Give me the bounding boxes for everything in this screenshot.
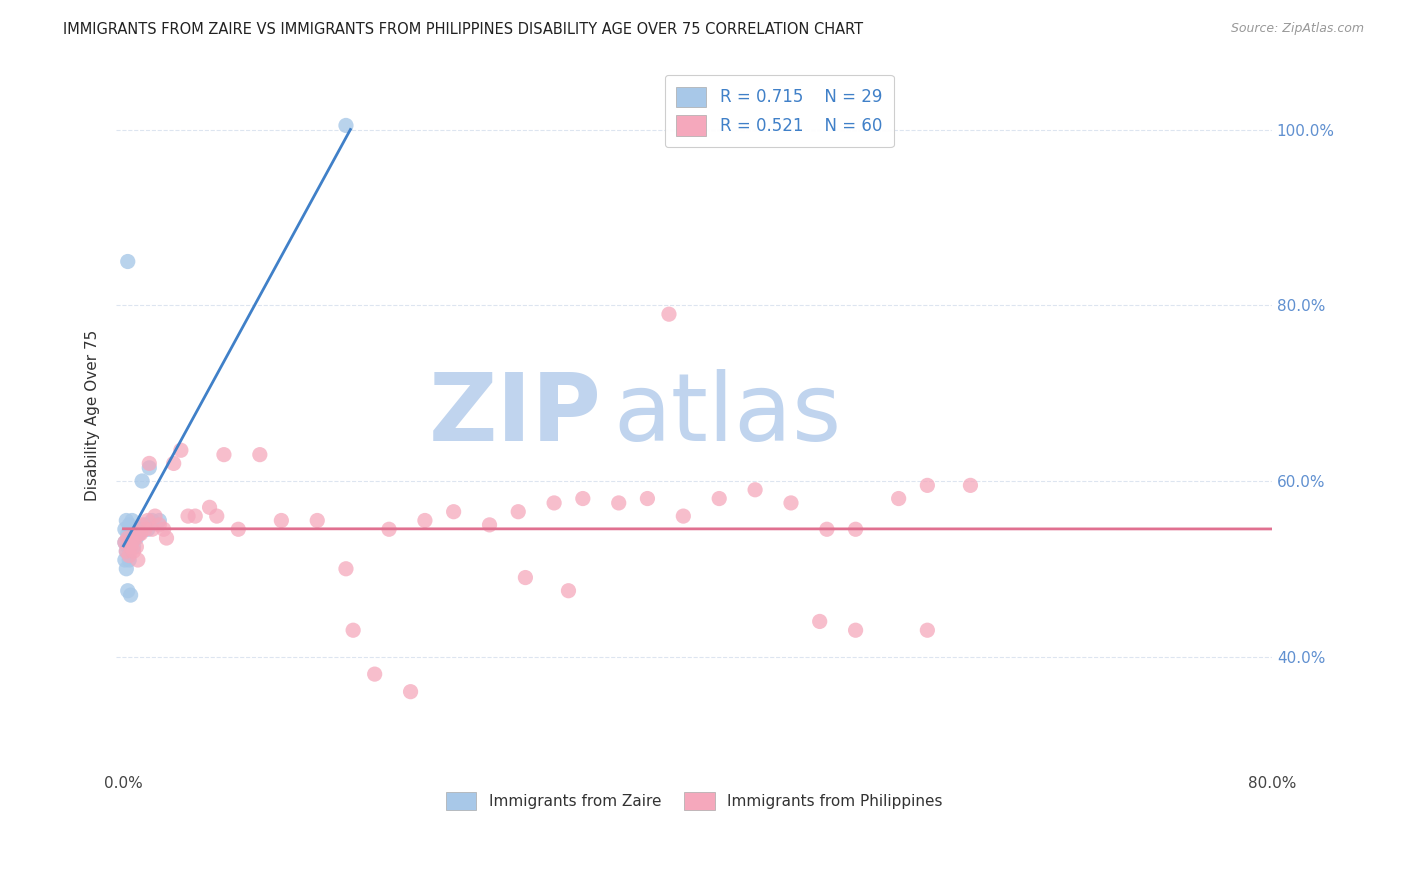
Point <box>249 448 271 462</box>
Point <box>117 540 139 554</box>
Point <box>124 526 146 541</box>
Point <box>226 522 249 536</box>
Point <box>413 514 436 528</box>
Point <box>138 457 160 471</box>
Point <box>120 588 142 602</box>
Point <box>363 667 385 681</box>
Point <box>780 496 803 510</box>
Point <box>136 522 159 536</box>
Point <box>117 583 139 598</box>
Point <box>959 478 981 492</box>
Legend: Immigrants from Zaire, Immigrants from Philippines: Immigrants from Zaire, Immigrants from P… <box>440 786 949 816</box>
Point <box>917 624 939 638</box>
Point <box>845 624 868 638</box>
Point <box>572 491 595 506</box>
Point <box>887 491 910 506</box>
Point <box>115 562 138 576</box>
Point <box>121 535 143 549</box>
Point <box>205 509 228 524</box>
Point <box>378 522 401 536</box>
Point <box>399 684 422 698</box>
Point <box>141 514 163 528</box>
Point <box>122 540 145 554</box>
Point <box>118 517 141 532</box>
Point <box>121 522 143 536</box>
Point <box>138 460 160 475</box>
Point <box>117 531 139 545</box>
Point <box>129 526 152 541</box>
Point <box>125 531 148 545</box>
Text: ZIP: ZIP <box>429 369 602 461</box>
Point <box>115 544 138 558</box>
Point <box>917 478 939 492</box>
Point <box>607 496 630 510</box>
Point <box>515 570 537 584</box>
Point <box>129 522 152 536</box>
Point <box>808 615 831 629</box>
Point <box>443 505 465 519</box>
Point <box>131 474 153 488</box>
Point <box>127 522 149 536</box>
Point <box>124 531 146 545</box>
Point <box>128 526 150 541</box>
Point <box>335 562 357 576</box>
Point <box>508 505 530 519</box>
Point <box>478 517 501 532</box>
Point <box>118 549 141 563</box>
Point <box>709 491 731 506</box>
Point <box>335 119 357 133</box>
Point <box>155 531 177 545</box>
Point <box>342 624 364 638</box>
Point <box>120 531 142 545</box>
Point <box>114 535 136 549</box>
Point <box>557 583 579 598</box>
Point <box>845 522 868 536</box>
Point <box>148 514 170 528</box>
Text: atlas: atlas <box>613 369 841 461</box>
Text: Source: ZipAtlas.com: Source: ZipAtlas.com <box>1230 22 1364 36</box>
Point <box>115 544 138 558</box>
Point <box>148 517 170 532</box>
Point <box>118 553 141 567</box>
Point <box>114 522 136 536</box>
Point <box>184 509 207 524</box>
Point <box>128 526 150 541</box>
Point <box>122 544 145 558</box>
Point <box>270 514 292 528</box>
Point <box>121 514 143 528</box>
Point <box>143 509 166 524</box>
Point <box>658 307 681 321</box>
Point <box>141 522 163 536</box>
Point <box>134 517 156 532</box>
Point <box>125 540 148 554</box>
Point <box>120 540 142 554</box>
Point <box>117 254 139 268</box>
Point <box>636 491 658 506</box>
Point <box>672 509 695 524</box>
Point <box>136 514 159 528</box>
Point <box>131 517 153 532</box>
Point <box>134 522 156 536</box>
Point <box>815 522 838 536</box>
Y-axis label: Disability Age Over 75: Disability Age Over 75 <box>86 329 100 500</box>
Point <box>152 522 174 536</box>
Point <box>543 496 565 510</box>
Point <box>163 457 186 471</box>
Point <box>307 514 329 528</box>
Point <box>117 526 139 541</box>
Point <box>212 448 235 462</box>
Point <box>170 443 193 458</box>
Point <box>114 553 136 567</box>
Point <box>114 535 136 549</box>
Point <box>177 509 200 524</box>
Point <box>115 514 138 528</box>
Point <box>744 483 766 497</box>
Point <box>127 553 149 567</box>
Point <box>198 500 221 515</box>
Text: IMMIGRANTS FROM ZAIRE VS IMMIGRANTS FROM PHILIPPINES DISABILITY AGE OVER 75 CORR: IMMIGRANTS FROM ZAIRE VS IMMIGRANTS FROM… <box>63 22 863 37</box>
